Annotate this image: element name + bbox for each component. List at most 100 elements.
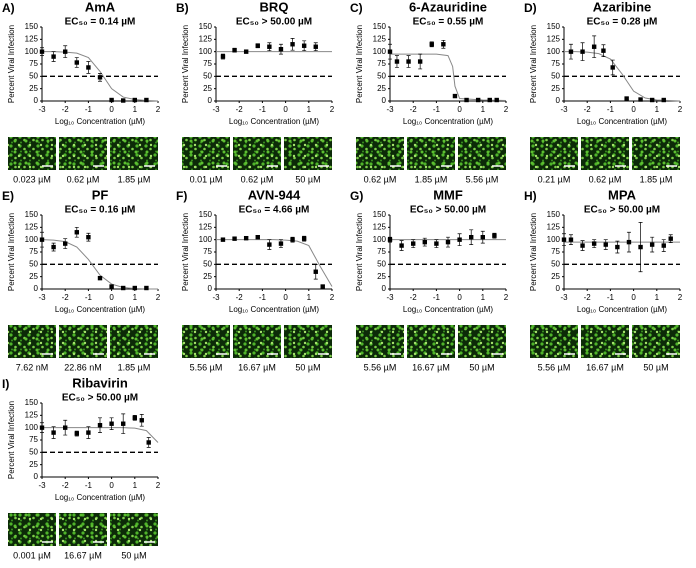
data-point xyxy=(243,235,249,241)
y-tick-label: 100 xyxy=(547,47,561,56)
data-point xyxy=(255,235,260,240)
x-tick-label: 0 xyxy=(109,105,114,114)
fit-curve xyxy=(42,51,159,102)
data-point xyxy=(434,241,439,246)
image-caption: 16.67 µM xyxy=(412,362,450,372)
data-point xyxy=(649,97,655,103)
y-tick-label: 75 xyxy=(551,247,560,256)
image-caption: 0.01 µM xyxy=(190,174,223,184)
x-tick-label: -3 xyxy=(38,293,46,302)
y-axis-label: Percent Viral Infection xyxy=(529,213,538,291)
annotation: EC₅₀ = 0.55 µM xyxy=(413,17,484,28)
data-point xyxy=(109,284,114,289)
data-point xyxy=(480,235,485,240)
data-point xyxy=(97,423,103,428)
data-point xyxy=(39,425,45,430)
x-axis-label: Log₁₀ Concentration (µM) xyxy=(577,117,668,126)
micrograph-overlay xyxy=(632,137,680,170)
chart-title: BRQ xyxy=(260,0,289,14)
image-caption: 50 µM xyxy=(295,362,320,372)
y-tick-label: 125 xyxy=(25,410,39,419)
data-point xyxy=(661,243,666,248)
data-point xyxy=(278,241,284,246)
data-point xyxy=(74,431,79,436)
y-tick-label: 0 xyxy=(34,96,39,105)
data-point xyxy=(610,65,615,70)
data-point xyxy=(487,97,492,103)
chart-title: MMF xyxy=(433,187,463,202)
chart-title: PF xyxy=(92,187,109,202)
y-tick-label: 100 xyxy=(199,47,213,56)
data-point xyxy=(267,44,272,49)
micrograph-overlay xyxy=(356,325,404,358)
y-axis-label: Percent Viral Infection xyxy=(355,213,364,291)
data-point xyxy=(139,418,144,423)
annotation: EC₅₀ > 50.00 µM xyxy=(584,205,660,216)
micrograph-overlay xyxy=(530,325,578,358)
annotation: EC₅₀ = 0.28 µM xyxy=(587,17,658,28)
data-point xyxy=(109,421,114,426)
x-tick-label: -2 xyxy=(236,293,244,302)
x-tick-label: 1 xyxy=(133,293,138,302)
panel-letter: H) xyxy=(524,189,537,203)
x-tick-label: -3 xyxy=(38,105,46,114)
data-point xyxy=(278,47,284,52)
x-tick-label: 2 xyxy=(330,105,335,114)
data-point xyxy=(568,49,574,54)
y-tick-label: 75 xyxy=(377,59,386,68)
data-point xyxy=(638,97,643,102)
data-point xyxy=(290,237,295,242)
x-tick-label: -2 xyxy=(584,105,592,114)
x-tick-label: -3 xyxy=(560,105,568,114)
image-caption: 50 µM xyxy=(643,362,668,372)
y-tick-label: 75 xyxy=(377,247,386,256)
image-caption: 5.56 µM xyxy=(466,174,499,184)
x-tick-label: 1 xyxy=(481,293,486,302)
x-tick-label: 2 xyxy=(504,293,509,302)
annotation: EC₅₀ = 0.14 µM xyxy=(65,17,136,28)
x-tick-label: 1 xyxy=(655,105,660,114)
data-point xyxy=(86,430,91,435)
y-tick-label: 125 xyxy=(547,222,561,231)
y-tick-label: 0 xyxy=(382,96,387,105)
x-tick-label: 2 xyxy=(156,481,161,490)
annotation: EC₅₀ = 4.66 µM xyxy=(239,205,310,216)
y-tick-label: 50 xyxy=(551,71,560,80)
data-point xyxy=(469,235,474,240)
image-caption: 5.56 µM xyxy=(190,362,223,372)
micrograph-overlay xyxy=(59,137,107,170)
x-tick-label: 0 xyxy=(283,293,288,302)
data-point xyxy=(406,59,411,64)
chart-title: 6-Azauridine xyxy=(409,0,487,14)
y-tick-label: 125 xyxy=(547,34,561,43)
data-point xyxy=(220,54,226,59)
y-tick-label: 0 xyxy=(556,284,561,293)
data-point xyxy=(603,242,608,247)
micrograph-overlay xyxy=(8,325,56,358)
y-tick-label: 50 xyxy=(551,259,560,268)
data-point xyxy=(51,54,56,59)
x-tick-label: -3 xyxy=(386,293,394,302)
data-point xyxy=(387,49,393,54)
micrograph-overlay xyxy=(59,325,107,358)
chart-title: AVN-944 xyxy=(248,187,301,202)
panel: G) MMF EC₅₀ > 50.00 µM 0 25 50 75 100 125 150 -3 -2… xyxy=(350,187,509,372)
panel-letter: G) xyxy=(350,189,363,203)
micrograph-overlay xyxy=(407,137,455,170)
y-tick-label: 50 xyxy=(203,71,212,80)
data-point xyxy=(638,244,643,250)
x-tick-label: -1 xyxy=(85,481,93,490)
x-tick-label: 1 xyxy=(133,105,138,114)
data-point xyxy=(132,97,137,103)
image-caption: 50 µM xyxy=(295,174,320,184)
image-caption: 16.67 µM xyxy=(64,550,102,560)
panel: B) BRQ EC₅₀ > 50.00 µM 0 25 50 75 100 125 150 -3 -2… xyxy=(176,0,335,184)
panel-letter: I) xyxy=(2,377,9,391)
data-point xyxy=(615,244,620,250)
x-tick-label: -3 xyxy=(212,105,220,114)
micrograph-overlay xyxy=(356,137,404,170)
data-point xyxy=(394,59,400,64)
y-tick-label: 0 xyxy=(208,96,213,105)
panel-letter: E) xyxy=(2,189,14,203)
